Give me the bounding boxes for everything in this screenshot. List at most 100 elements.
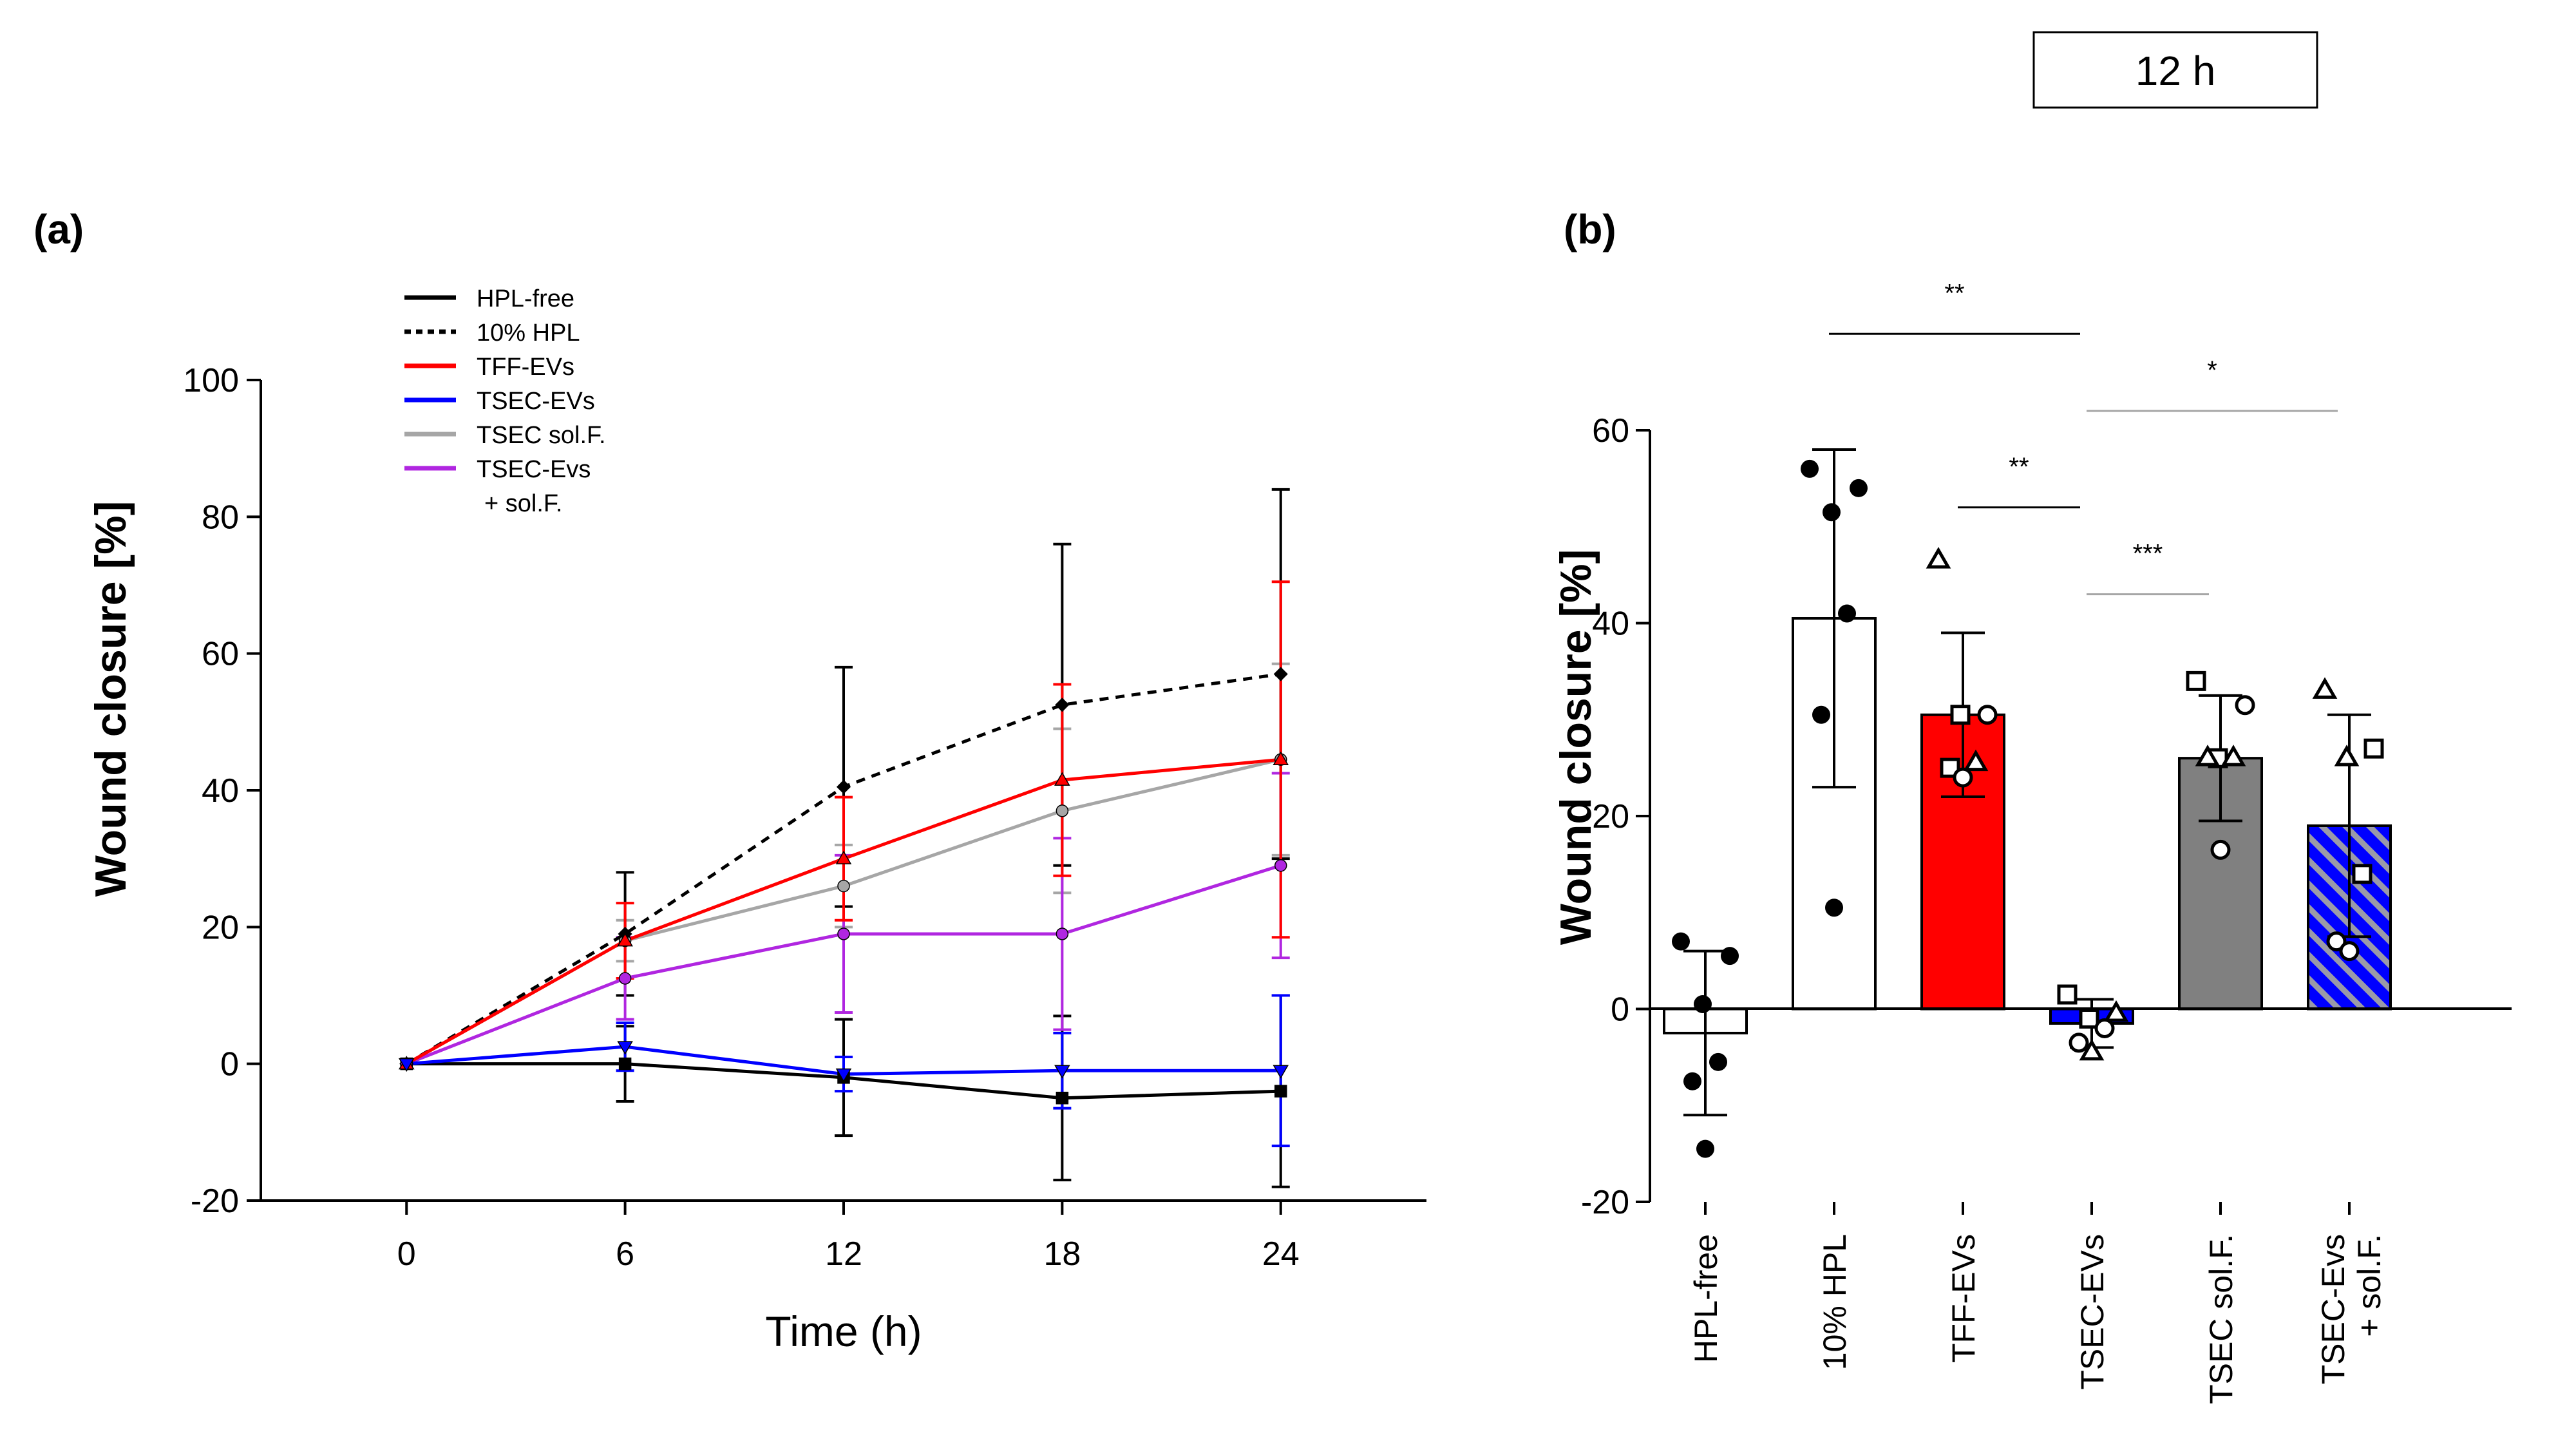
line-chart-marker	[836, 779, 851, 794]
line-chart-y-ticks: -20 0 20 40 60 80 100	[183, 362, 261, 1220]
data-point	[1953, 767, 1973, 788]
data-point	[1812, 705, 1830, 724]
bar-chart-y-tick-label: 40	[1592, 605, 1629, 643]
line-chart-y-tick-label: 100	[183, 362, 239, 399]
data-point	[2339, 941, 2360, 962]
line-chart-marker	[1056, 927, 1069, 940]
line-chart-x-tick-label: 0	[397, 1235, 416, 1273]
data-point	[1672, 932, 1690, 951]
bar-chart-y-axis-title: Wound closure [%]	[1551, 549, 1600, 946]
line-chart-y-tick-label: -20	[191, 1183, 239, 1220]
line-chart-y-tick-label: 40	[202, 772, 239, 810]
line-chart-y-tick-label: 60	[202, 636, 239, 673]
data-point	[1709, 1052, 1727, 1071]
data-point	[2195, 745, 2221, 766]
data-point	[2094, 1018, 2115, 1038]
line-chart-panel: -20 0 20 40 60 80 100 0 6 12 18 24 Wound closure […	[86, 285, 1426, 1355]
data-point	[1977, 705, 1998, 725]
legend-label: TSEC-EVs	[477, 388, 595, 415]
bar-chart-y-tick-label: 20	[1592, 798, 1629, 835]
time-box: 12 h	[2032, 31, 2318, 109]
data-point	[2186, 670, 2206, 691]
bar-chart-category-label: TSEC-EVs	[2074, 1234, 2110, 1390]
line-chart-y-tick-label: 20	[202, 909, 239, 946]
line-chart-x-tick-label: 6	[616, 1235, 634, 1273]
data-point	[1950, 705, 1971, 725]
line-chart-marker	[1054, 772, 1070, 786]
bar-chart-bars	[1663, 617, 2392, 1034]
data-point	[1838, 604, 1856, 623]
panel-a-label: (a)	[33, 206, 84, 252]
data-point	[1801, 459, 1819, 478]
line-chart-markers	[398, 667, 1289, 1105]
line-chart-marker	[398, 1058, 415, 1072]
data-point	[1721, 947, 1739, 965]
bar-chart-category-label: TSEC-Evs	[2315, 1234, 2351, 1384]
line-chart-marker	[1056, 1092, 1069, 1105]
line-chart-marker	[1273, 667, 1288, 681]
data-point	[1850, 479, 1868, 497]
line-chart-x-axis-title: Time (h)	[765, 1308, 922, 1355]
bar-chart-error-bars	[1683, 448, 2371, 1117]
data-point	[2334, 745, 2360, 766]
line-chart-marker	[1056, 804, 1069, 817]
data-point	[1683, 1072, 1701, 1090]
bar-chart-points	[1672, 459, 2384, 1158]
data-point	[1823, 503, 1841, 522]
significance-label: **	[2009, 453, 2029, 481]
legend-label: + sol.F.	[484, 490, 562, 517]
line-chart-marker	[837, 927, 850, 940]
data-point	[1963, 749, 1989, 772]
line-chart-marker	[1055, 698, 1070, 712]
bar-chart-category-label: TSEC sol.F.	[2203, 1234, 2239, 1404]
line-chart-marker	[618, 972, 632, 985]
legend-label: TSEC-Evs	[477, 456, 591, 483]
bar-chart-category-label: TFF-EVs	[1946, 1234, 1982, 1363]
data-point	[1926, 547, 1951, 569]
data-point	[2312, 677, 2338, 699]
line-chart-marker	[835, 850, 852, 864]
significance-label: *	[2207, 356, 2217, 385]
line-chart-marker	[835, 1068, 852, 1083]
line-chart-legend: HPL-free 10% HPL TFF-EVs TSEC-EVs TSEC sol.F…	[404, 285, 606, 517]
bar-chart-y-tick-label: -20	[1581, 1184, 1629, 1221]
data-point	[1825, 899, 1843, 917]
data-point	[2079, 1008, 2099, 1029]
line-chart-x-tick-label: 12	[825, 1235, 862, 1273]
panel-b-label: (b)	[1564, 206, 1616, 252]
data-point	[2103, 1000, 2129, 1022]
bar-chart-category-label: 10% HPL	[1817, 1234, 1853, 1370]
legend-label: TSEC sol.F.	[477, 422, 606, 449]
data-point	[2352, 864, 2372, 884]
significance-label: ***	[2133, 540, 2163, 568]
line-chart-error-bars	[616, 488, 1290, 1188]
bar-chart-significance: ********	[1829, 279, 2338, 596]
line-chart-marker	[1273, 751, 1289, 765]
data-point	[2079, 1038, 2105, 1061]
data-point	[2221, 745, 2246, 766]
line-chart-marker	[1054, 1065, 1070, 1079]
time-box-label: 12 h	[2136, 48, 2216, 94]
data-point	[2210, 839, 2231, 860]
data-point	[2363, 738, 2384, 759]
line-chart-y-tick-label: 80	[202, 499, 239, 536]
line-chart-marker	[618, 1057, 632, 1070]
time-box-frame	[2032, 31, 2318, 109]
line-chart-x-ticks: 0 6 12 18 24	[397, 1201, 1300, 1273]
bar-chart-x-ticks: HPL-free 10% HPL TFF-EVs TSEC-EVs TSEC sol.F…	[1688, 1202, 2387, 1404]
line-chart-y-tick-label: 0	[220, 1046, 239, 1083]
bar-chart-y-ticks: -20 0 20 40 60	[1581, 412, 1650, 1221]
line-chart-x-tick-label: 24	[1262, 1235, 1300, 1273]
data-point	[1696, 1139, 1714, 1158]
legend-label: HPL-free	[477, 285, 574, 312]
bar	[1920, 713, 2005, 1011]
bar-chart-y-tick-label: 60	[1592, 412, 1629, 450]
line-chart-marker	[617, 1041, 633, 1055]
bar-chart-y-tick-label: 0	[1611, 991, 1629, 1029]
bar-chart-category-label: + sol.F.	[2351, 1234, 2387, 1337]
legend-label: TFF-EVs	[477, 354, 574, 381]
line-chart-x-tick-label: 18	[1043, 1235, 1081, 1273]
bar-chart-category-label: HPL-free	[1688, 1234, 1724, 1363]
data-point	[2235, 695, 2255, 716]
